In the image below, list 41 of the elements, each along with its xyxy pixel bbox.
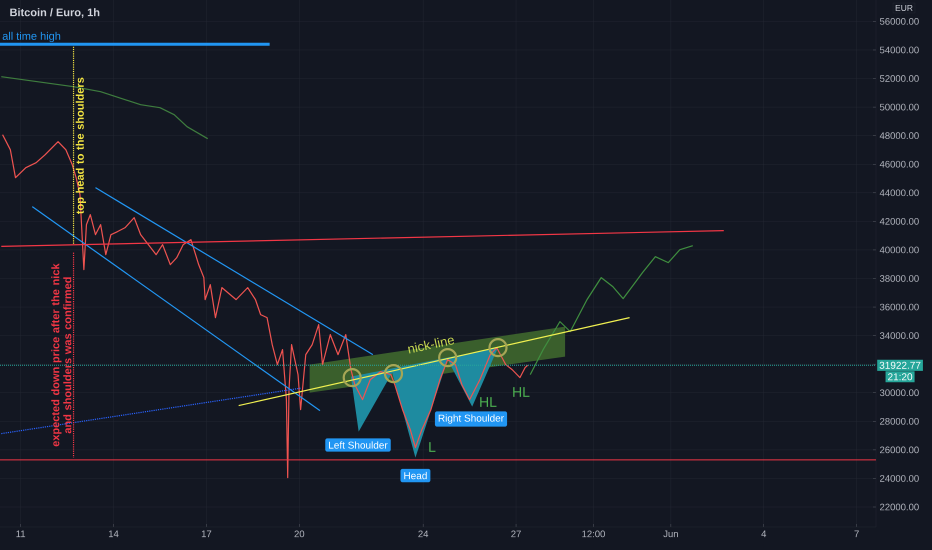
annotation: Left Shoulder <box>329 441 388 449</box>
y-tick-label: 46000.00 <box>880 160 919 168</box>
x-tick-label: 27 <box>511 530 521 538</box>
y-tick-label: 56000.00 <box>880 18 919 25</box>
x-tick-label: 17 <box>202 530 212 538</box>
series-label: all time high <box>2 32 60 42</box>
y-tick-label: 38000.00 <box>880 275 919 282</box>
y-tick-label: 50000.00 <box>880 104 919 110</box>
annotation: HL <box>513 387 530 397</box>
x-tick-label: 11 <box>16 530 26 538</box>
y-tick-label: 52000.00 <box>880 75 919 82</box>
y-tick-label: 28000.00 <box>880 418 919 425</box>
y-tick-label: 26000.00 <box>880 446 919 454</box>
y-tick-label: 40000.00 <box>880 246 919 254</box>
y-tick-label: 48000.00 <box>880 132 919 140</box>
y-tick-label: 42000.00 <box>880 218 919 225</box>
annotation: Right Shoulder <box>438 414 504 424</box>
x-tick-label: 24 <box>418 530 428 538</box>
ref-line-label: 31922.77 <box>880 362 920 369</box>
x-tick-label: 14 <box>108 530 119 538</box>
annotation: L <box>429 442 436 452</box>
y-tick-label: 24000.00 <box>880 475 919 482</box>
y-tick-label: 36000.00 <box>880 304 919 310</box>
text: top head to the shoulders <box>76 78 86 214</box>
text: EUR <box>896 5 913 11</box>
x-tick-label: 4 <box>761 530 766 538</box>
text: 21:20 <box>888 373 912 380</box>
annotation: HL <box>480 397 496 407</box>
y-tick-label: 44000.00 <box>880 189 919 196</box>
x-tick-label: 20 <box>294 530 304 538</box>
x-tick-label: 12:00 <box>582 530 605 538</box>
y-tick-label: 54000.00 <box>880 46 919 54</box>
annotation: nick-line <box>408 338 454 354</box>
x-tick-label: Jun <box>663 530 678 538</box>
x-tick-label: 7 <box>854 530 859 538</box>
annotation: Head <box>404 472 427 480</box>
text: expected down price after the nick and shoulders was confirmed <box>51 263 72 446</box>
text: Bitcoin / Euro, 1h <box>10 8 100 18</box>
y-tick-label: 22000.00 <box>880 504 919 510</box>
y-tick-label: 34000.00 <box>880 332 919 339</box>
y-tick-label: 30000.00 <box>880 389 919 396</box>
